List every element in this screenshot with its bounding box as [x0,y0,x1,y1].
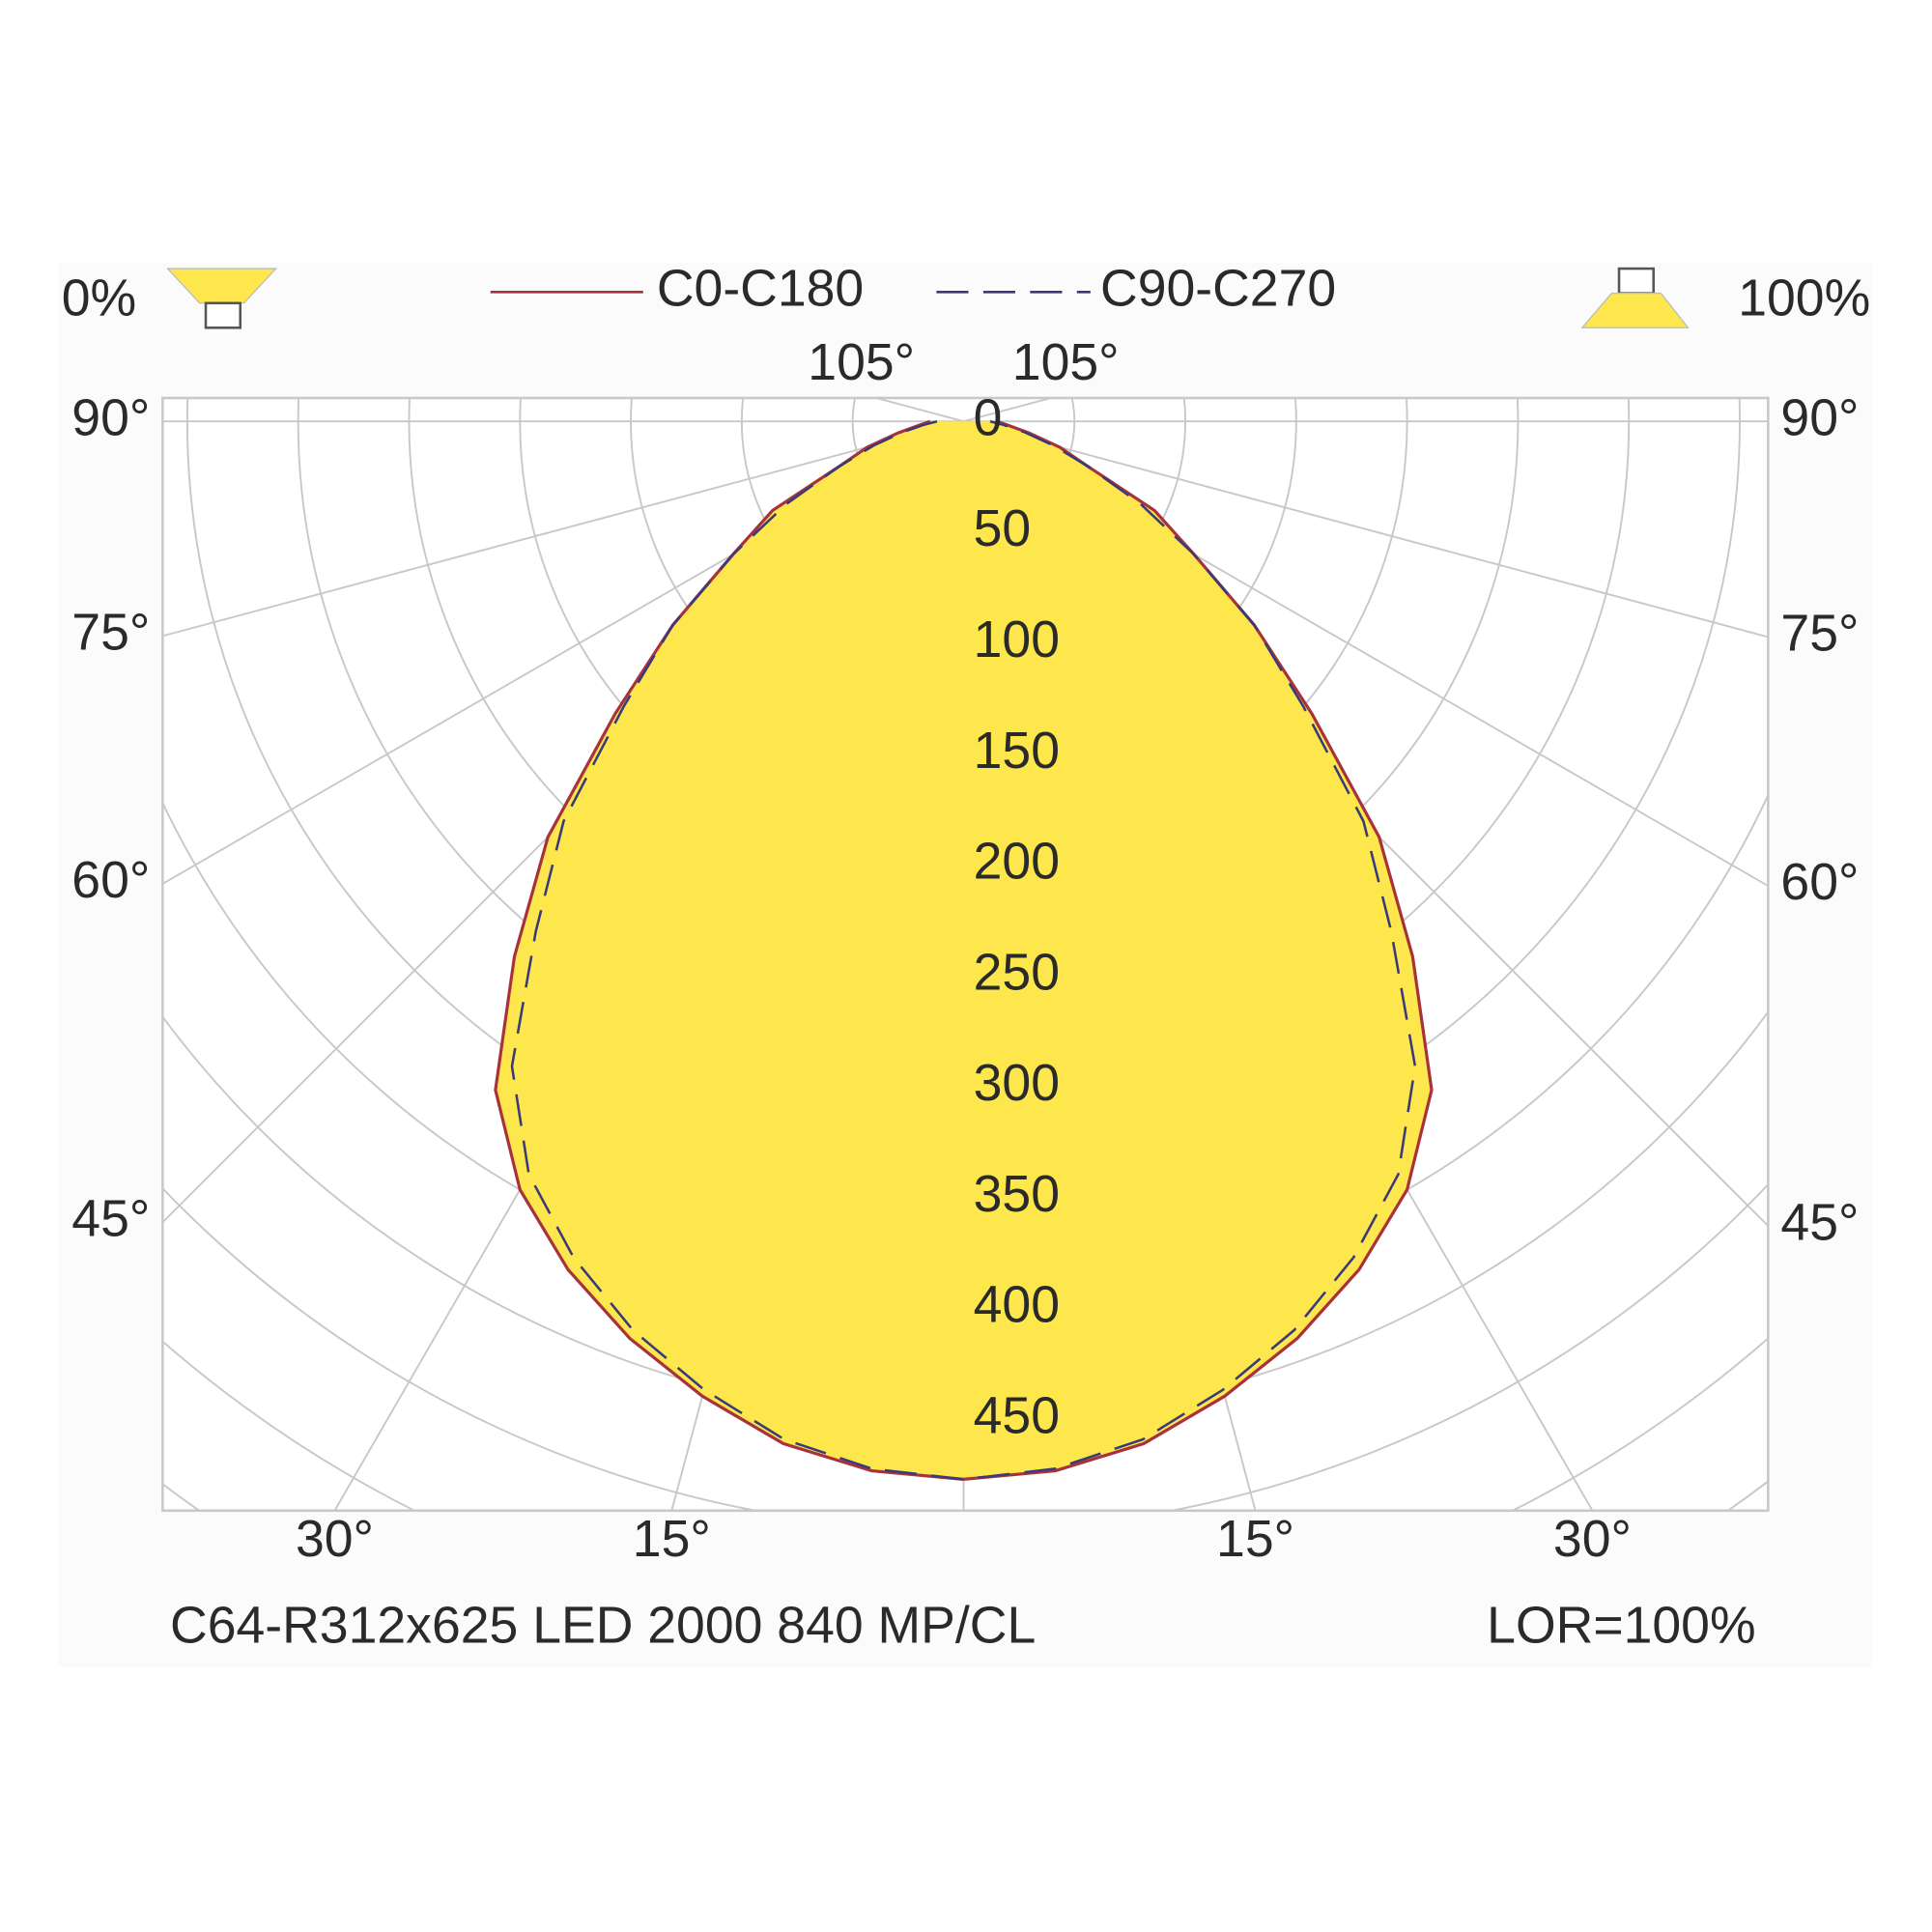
icon-down [1580,267,1690,328]
r-tick-label: 350 [974,1166,1060,1223]
r-tick-label: 400 [974,1277,1060,1334]
angle-label: 45° [71,1190,150,1247]
angle-label: 30° [1553,1511,1632,1568]
angle-label: 30° [296,1511,374,1568]
subtitle: C64-R312x625 LED 2000 840 MP/CL [170,1597,1036,1654]
curve [510,419,1417,1481]
r-tick-label: 200 [974,834,1060,891]
angle-label: 75° [71,605,150,662]
r-tick-label: 250 [974,944,1060,1001]
labels: 105° 90° 75° 60° 45° 30° 15° 15° 30° 45° 60° 75° 90°… [71,334,1859,1568]
legend-label: C0-C180 [657,260,864,317]
r-tick-label: 300 [974,1055,1060,1112]
annotation: LOR=100% [1487,1597,1755,1654]
grid-line [162,420,964,638]
angle-label: 75° [1780,606,1859,663]
curves [494,419,1434,1481]
angle-label: 60° [71,852,150,909]
angle-label: 105° [808,334,915,391]
r-tick-label: 100 [974,611,1060,668]
angle-label: 60° [1780,854,1859,911]
downward-label: 100% [1738,270,1870,327]
grid-line [963,397,1052,423]
r-tick-label: 450 [974,1388,1060,1445]
icon-up [166,268,278,329]
upward-label: 0% [62,270,136,327]
r-tick-label: 0 [974,389,1003,446]
angle-label: 105° [1012,334,1120,391]
legend-label: C90-C270 [1100,260,1336,317]
angle-label: 90° [1780,389,1859,446]
angle-label: 90° [71,389,150,446]
r-tick-label: 150 [974,723,1060,780]
angle-label: 45° [1780,1194,1859,1251]
r-tick-label: 50 [974,500,1032,557]
grid-line [875,397,964,423]
grid-line [963,420,1769,639]
angle-label: 15° [633,1511,711,1568]
area [495,421,1433,1480]
angle-label: 15° [1216,1511,1294,1568]
